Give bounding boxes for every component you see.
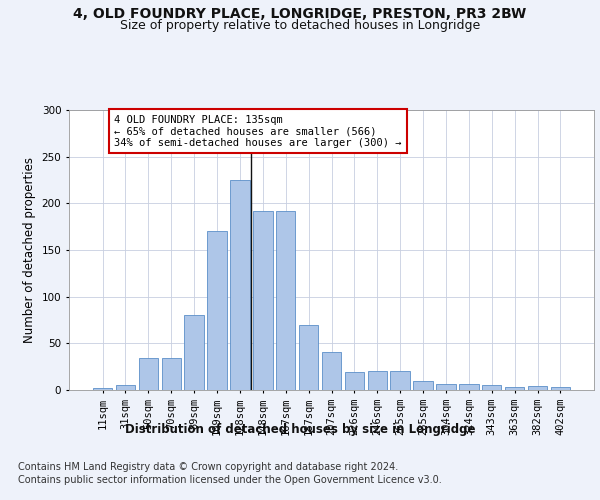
- Bar: [184, 316, 204, 390]
- Bar: [230, 180, 250, 390]
- Bar: [93, 388, 112, 390]
- Bar: [505, 387, 524, 390]
- Bar: [344, 372, 364, 390]
- Bar: [551, 387, 570, 390]
- Bar: [116, 386, 135, 390]
- Bar: [253, 211, 272, 390]
- Bar: [299, 324, 319, 390]
- Bar: [276, 211, 295, 390]
- Text: 4, OLD FOUNDRY PLACE, LONGRIDGE, PRESTON, PR3 2BW: 4, OLD FOUNDRY PLACE, LONGRIDGE, PRESTON…: [73, 8, 527, 22]
- Bar: [322, 352, 341, 390]
- Bar: [139, 358, 158, 390]
- Bar: [391, 372, 410, 390]
- Text: Size of property relative to detached houses in Longridge: Size of property relative to detached ho…: [120, 19, 480, 32]
- Y-axis label: Number of detached properties: Number of detached properties: [23, 157, 36, 343]
- Bar: [368, 372, 387, 390]
- Bar: [436, 384, 455, 390]
- Text: Contains HM Land Registry data © Crown copyright and database right 2024.: Contains HM Land Registry data © Crown c…: [18, 462, 398, 472]
- Bar: [208, 232, 227, 390]
- Text: 4 OLD FOUNDRY PLACE: 135sqm
← 65% of detached houses are smaller (566)
34% of se: 4 OLD FOUNDRY PLACE: 135sqm ← 65% of det…: [114, 114, 401, 148]
- Bar: [413, 380, 433, 390]
- Text: Contains public sector information licensed under the Open Government Licence v3: Contains public sector information licen…: [18, 475, 442, 485]
- Text: Distribution of detached houses by size in Longridge: Distribution of detached houses by size …: [125, 422, 475, 436]
- Bar: [459, 384, 479, 390]
- Bar: [528, 386, 547, 390]
- Bar: [482, 386, 502, 390]
- Bar: [161, 358, 181, 390]
